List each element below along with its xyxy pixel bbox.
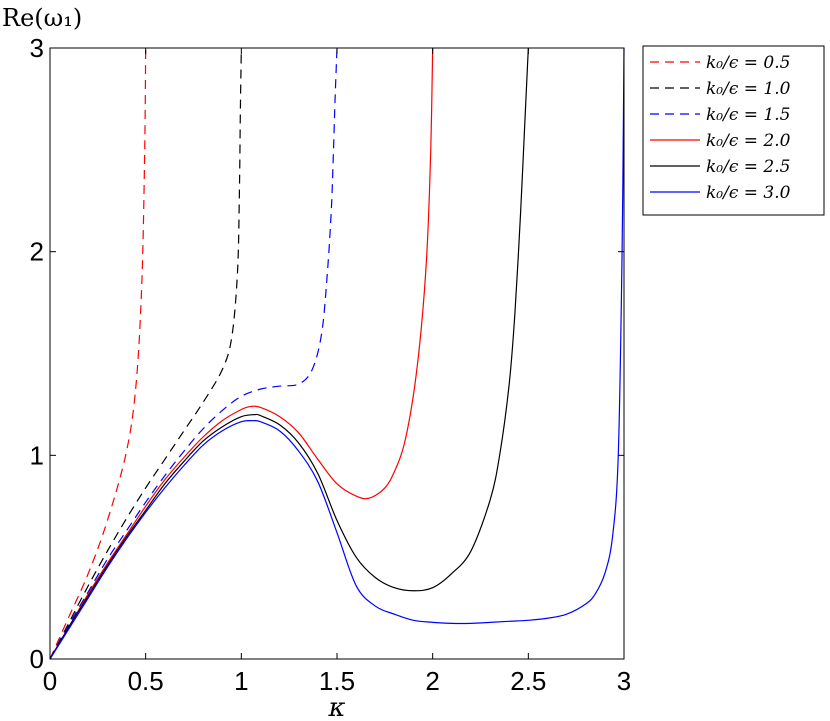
plot-area [50, 48, 624, 659]
series-line-1 [49, 47, 147, 660]
y-tick-label: 2 [30, 237, 44, 267]
y-tick-label: 3 [30, 33, 44, 63]
legend-label-6: k₀/ϵ = 3.0 [706, 183, 791, 203]
series-line-6 [49, 47, 625, 660]
x-axis-label: κ [327, 693, 345, 721]
series-layer [49, 47, 625, 660]
x-tick-label: 2.5 [510, 666, 546, 696]
x-tick-label: 3 [617, 666, 631, 696]
x-tick-label: 1.5 [319, 666, 355, 696]
x-tick-label: 0 [43, 666, 57, 696]
series-line-3 [49, 47, 338, 660]
series-line-2 [49, 47, 242, 660]
y-tick-label: 0 [30, 644, 44, 674]
legend-label-2: k₀/ϵ = 1.0 [706, 79, 791, 99]
legend-label-5: k₀/ϵ = 2.5 [706, 157, 790, 177]
series-line-5 [49, 47, 529, 660]
legend-label-1: k₀/ϵ = 0.5 [706, 53, 790, 73]
series-line-4 [49, 47, 434, 660]
x-tick-label: 2 [425, 666, 439, 696]
legend-box [642, 45, 825, 216]
y-tick-label: 1 [30, 440, 44, 470]
x-tick-label: 1 [234, 666, 248, 696]
tick-layer: 0 0.5 1 1.5 2 2.5 3 0 1 2 3 [30, 33, 632, 696]
legend-label-4: k₀/ϵ = 2.0 [706, 131, 791, 151]
legend: k₀/ϵ = 0.5 k₀/ϵ = 1.0 k₀/ϵ = 1.5 k₀/ϵ = 2.0… [642, 45, 825, 216]
legend-label-3: k₀/ϵ = 1.5 [706, 105, 790, 125]
y-axis-label: Re(ω₁) [2, 4, 82, 32]
x-tick-label: 0.5 [128, 666, 164, 696]
